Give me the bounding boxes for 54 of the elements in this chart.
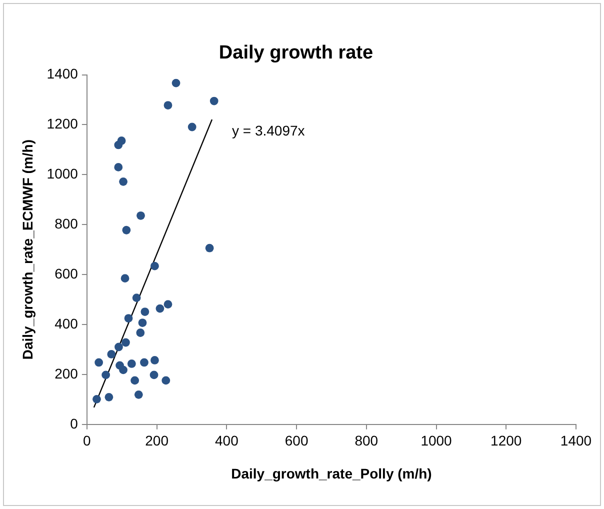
x-tick-label: 600: [284, 432, 308, 449]
y-tick-label: 1200: [46, 116, 78, 132]
y-tick-label: 0: [70, 415, 78, 432]
x-axis-title: Daily_growth_rate_Polly (m/h): [231, 465, 432, 482]
point: [140, 308, 150, 316]
point: [172, 78, 180, 88]
x-tick-label: 800: [354, 432, 378, 449]
point: [150, 370, 158, 380]
point: [122, 226, 131, 234]
y-tick-label: 800: [54, 215, 78, 232]
point: [136, 211, 145, 220]
point: [140, 358, 148, 367]
y-tick-label: 1400: [46, 66, 78, 82]
point: [150, 262, 159, 270]
x-tick-label: 200: [145, 432, 169, 449]
point: [134, 390, 143, 399]
point: [119, 177, 128, 186]
x-tick-label: 0: [83, 432, 92, 449]
point: [188, 122, 196, 132]
point: [94, 358, 104, 367]
chart-title: Daily growth rate: [218, 42, 374, 64]
point: [138, 318, 147, 327]
annotation: y = 3.4097x: [232, 122, 305, 138]
x-tick-label: 1000: [420, 432, 452, 449]
point: [120, 274, 130, 283]
point: [102, 370, 110, 380]
y-tick-label: 200: [54, 365, 78, 382]
point: [164, 300, 172, 308]
y-tick-label: 400: [54, 315, 78, 332]
point: [164, 101, 172, 110]
y-tick-label: 600: [54, 265, 78, 282]
point: [114, 162, 123, 172]
point: [107, 350, 116, 358]
point: [114, 342, 123, 352]
y-axis-title: Daily_growth_rate_ECMWF (m/h): [19, 140, 36, 360]
point: [156, 304, 164, 313]
point: [124, 314, 133, 322]
point: [130, 376, 139, 385]
point: [132, 294, 141, 302]
point: [136, 328, 145, 337]
point: [210, 96, 218, 106]
point: [205, 244, 214, 252]
point: [119, 366, 128, 374]
point: [127, 360, 136, 368]
y-tick-label: 1000: [46, 166, 78, 182]
point: [122, 338, 130, 347]
point: [92, 394, 101, 404]
point: [150, 356, 159, 364]
x-tick-label: 400: [214, 432, 239, 449]
x-tick-label: 1400: [560, 432, 592, 449]
point: [104, 392, 114, 402]
point: [162, 376, 170, 385]
x-tick-label: 1200: [490, 432, 522, 449]
point: [114, 140, 123, 150]
